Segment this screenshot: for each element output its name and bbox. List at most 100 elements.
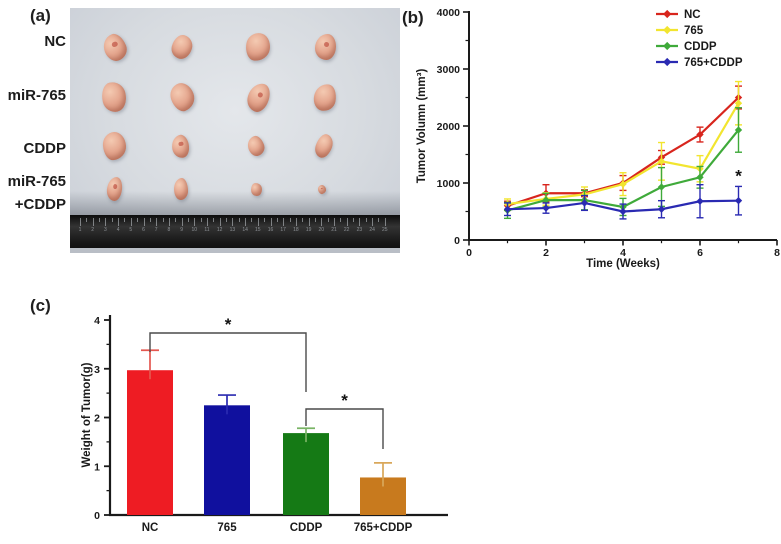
tumor-spot [256, 90, 264, 99]
ruler-number: 21 [331, 227, 337, 233]
significance-star: * [341, 391, 348, 410]
b-x-tick-label: 8 [774, 247, 780, 259]
c-category-label: 765+CDDP [354, 522, 413, 534]
c-category-label: CDDP [290, 522, 323, 534]
ruler-tick [80, 218, 81, 226]
data-point [734, 196, 743, 205]
panel-c-label: (c) [30, 296, 51, 315]
ruler-number: 5 [129, 227, 133, 233]
tumor-specimen [99, 30, 131, 64]
b-y-tick-label: 3000 [437, 64, 461, 76]
tumor-specimen [249, 181, 263, 197]
ruler-tick [194, 218, 196, 226]
photo-edge [70, 248, 400, 253]
legend-marker-point [663, 41, 672, 51]
tumor-weight-bar-chart: 0 1 2 3 4 Weight of Tumor(g) NC 765 CDDP 765+CDDP… [81, 315, 448, 534]
ruler-tick [181, 218, 183, 226]
c-y-tick-label: 1 [94, 461, 100, 473]
ruler-number: 15 [255, 227, 261, 233]
ruler-number: 18 [293, 227, 299, 233]
tumor-specimen [312, 132, 336, 160]
tumor-specimen [245, 134, 267, 158]
ruler-tick [289, 218, 291, 222]
legend-label: CDDP [684, 41, 717, 53]
b-x-tick-label: 0 [466, 247, 472, 259]
ruler-tick [334, 218, 335, 226]
significance-bracket [149, 332, 307, 392]
panel-a-label: (a) [30, 6, 51, 25]
ruler-tick [276, 218, 278, 222]
ruler-tick [105, 218, 107, 226]
legend-marker-point [663, 25, 672, 35]
tumor-specimen [244, 31, 272, 63]
ruler-tick [321, 218, 323, 226]
ruler-tick [340, 218, 342, 222]
tumor-specimen [311, 81, 339, 113]
ruler-tick [219, 218, 221, 226]
ruler-number: 20 [318, 227, 325, 233]
c-category-label: NC [142, 522, 159, 534]
b-x-axis-title: Time (Weeks) [586, 258, 660, 270]
row-label: miR-765 [7, 87, 66, 104]
tumor-specimen [101, 131, 127, 161]
legend-item-765: 765 [656, 25, 704, 37]
ruler-tick [226, 218, 228, 222]
ruler-number: 16 [267, 227, 274, 233]
ruler-tick [245, 218, 247, 226]
tumor-specimen [173, 177, 189, 201]
legend-marker-point [663, 57, 672, 67]
b-y-tick-label: 1000 [437, 178, 461, 190]
ruler-number: 19 [305, 227, 312, 233]
tumor-spot [323, 41, 329, 48]
ruler-number: 22 [343, 227, 350, 233]
row-label: NC [44, 33, 66, 50]
ruler-tick [156, 218, 158, 226]
b-y-tick-label: 2000 [437, 121, 461, 133]
ruler-tick [308, 218, 310, 226]
row-label: CDDP [23, 140, 66, 157]
panel-b-label: (b) [402, 8, 424, 27]
ruler-number: 1 [78, 227, 82, 233]
tumor-specimen [169, 32, 195, 62]
tumor-spot [112, 184, 118, 190]
data-point [619, 207, 627, 216]
ruler-number: 2 [91, 227, 95, 233]
c-y-tick-label: 3 [94, 364, 100, 376]
b-x-tick-label: 6 [697, 247, 703, 259]
c-y-tick-label: 4 [94, 315, 100, 327]
series-765 [503, 80, 743, 210]
ruler-tick [130, 218, 132, 226]
legend-item-NC: NC [656, 9, 701, 21]
tumor-specimen [243, 80, 273, 114]
significance-bracket [305, 408, 384, 449]
b-x-tick-label: 4 [620, 247, 626, 259]
ruler-tick [200, 218, 202, 222]
ruler-tick [295, 218, 297, 226]
ruler-tick [124, 218, 126, 222]
ruler-tick [143, 218, 145, 226]
ruler-tick [92, 218, 94, 226]
ruler-number: 9 [180, 227, 183, 233]
tumor-spot [320, 186, 324, 190]
tumor-specimen [166, 79, 198, 115]
ruler-tick [118, 218, 120, 226]
ruler-tick [111, 218, 113, 222]
ruler-tick [314, 218, 316, 222]
ruler-tick [264, 218, 266, 222]
ruler-tick [302, 218, 304, 222]
ruler-number: 4 [116, 227, 120, 233]
ruler-number: 14 [242, 227, 248, 233]
ruler-tick [384, 218, 386, 226]
tumor-specimen [98, 79, 130, 115]
ruler-tick [327, 218, 329, 222]
data-point [503, 205, 512, 213]
ruler-tick [346, 218, 348, 226]
ruler-number: 6 [142, 227, 145, 233]
tumor-specimen [169, 133, 191, 159]
ruler-tick [251, 218, 253, 222]
legend-marker-point [663, 9, 672, 19]
ruler: 1 2 3 4 5 6 7 8 9 10 11 12 13 14 15 16 17 18 19 20 21 22 23 24 2… [70, 215, 400, 248]
tumor-spot [111, 40, 119, 48]
legend-label: 765 [684, 25, 704, 37]
ruler-tick [137, 218, 139, 222]
